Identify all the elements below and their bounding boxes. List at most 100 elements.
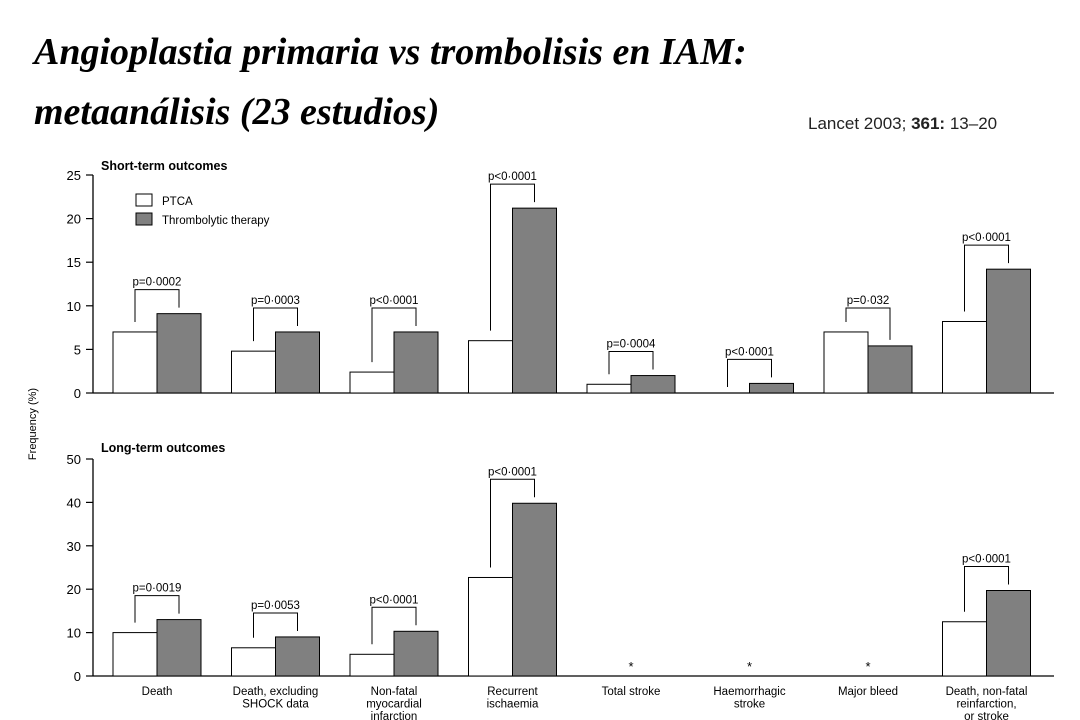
bar-thrombolytic: [275, 331, 320, 394]
p-value-label: p<0·0001: [370, 295, 419, 307]
bar-thrombolytic: [512, 207, 557, 394]
p-value-bracket: [490, 183, 535, 331]
x-tick-label-line: Recurrent: [487, 686, 538, 698]
legend-label-ptca: PTCA: [162, 196, 193, 208]
p-value-bracket: [964, 566, 1009, 612]
y-tick-label: 0: [74, 386, 81, 401]
p-value-bracket: [845, 307, 891, 340]
x-tick-label-line: infarction: [371, 711, 418, 720]
p-value-label: p<0·0001: [370, 594, 419, 606]
y-tick-label: 20: [67, 582, 81, 597]
no-data-marker: *: [628, 659, 633, 674]
legend-label-thrombolytic: Thrombolytic therapy: [162, 215, 270, 227]
p-value-label: p=0·0002: [133, 277, 182, 289]
y-tick-label: 30: [67, 539, 81, 554]
x-tick-label-line: Non-fatal: [371, 686, 418, 698]
p-value-bracket: [134, 595, 180, 623]
p-value-label: p<0·0001: [725, 346, 774, 358]
bar-ptca: [112, 331, 158, 394]
p-value-bracket: [964, 244, 1009, 312]
bar-ptca: [231, 647, 276, 677]
p-value-bracket: [490, 478, 535, 568]
y-tick-label: 50: [67, 452, 81, 467]
bar-thrombolytic: [156, 619, 202, 677]
x-tick-label-line: Death: [142, 686, 173, 698]
no-data-marker: *: [865, 659, 870, 674]
p-value-bracket: [134, 289, 180, 322]
bar-thrombolytic: [393, 630, 439, 677]
y-tick-label: 15: [67, 255, 81, 270]
panel-title-0: Short-term outcomes: [101, 159, 227, 173]
bar-ptca: [349, 371, 395, 394]
p-value-bracket: [608, 351, 654, 375]
p-value-bracket: [253, 307, 298, 342]
bar-thrombolytic: [393, 331, 439, 394]
bar-ptca: [112, 632, 158, 677]
bar-ptca: [942, 621, 987, 677]
citation-journal: Lancet: [808, 114, 860, 133]
y-tick-label: 25: [67, 168, 81, 183]
bar-thrombolytic: [749, 382, 794, 394]
bar-thrombolytic: [867, 345, 913, 394]
legend-swatch-ptca: [135, 193, 153, 207]
x-tick-label-line: or stroke: [964, 711, 1009, 720]
x-tick-label: Total stroke: [602, 686, 661, 698]
p-value-label: p=0·0004: [607, 339, 657, 351]
p-value-label: p<0·0001: [962, 232, 1011, 244]
x-tick-label-line: Death, non-fatal: [946, 686, 1028, 698]
p-value-bracket: [371, 606, 417, 645]
p-value-label: p=0·032: [847, 295, 890, 307]
y-tick-label: 40: [67, 495, 81, 510]
bar-ptca: [942, 320, 987, 394]
slide-title-line-1: Angioplastia primaria vs trombolisis en …: [34, 31, 747, 73]
legend-swatch-thrombolytic: [135, 212, 153, 226]
bar-ptca: [231, 350, 276, 394]
p-value-label: p=0·0053: [251, 600, 300, 612]
x-tick-label: Death: [142, 686, 173, 698]
slide-title: Angioplastia primaria vs trombolisis en …: [34, 22, 1034, 142]
x-tick-label-line: stroke: [734, 699, 765, 711]
bar-thrombolytic: [986, 268, 1031, 394]
x-tick-label: Death, non-fatal reinfarction, or stroke: [946, 686, 1028, 720]
x-tick-label: Recurrent ischaemia: [487, 686, 539, 711]
bar-ptca: [349, 653, 395, 677]
x-tick-label-line: reinfarction,: [956, 699, 1016, 711]
x-tick-label: Haemorrhagic stroke: [713, 686, 785, 711]
x-tick-label-line: SHOCK data: [242, 699, 309, 711]
slide-title-line-2: metaanálisis (23 estudios): [34, 91, 440, 133]
p-value-label: p<0·0001: [962, 554, 1011, 566]
p-value-label: p=0·0003: [251, 295, 300, 307]
citation: Lancet 2003; 361: 13–20: [808, 114, 997, 134]
citation-pages: 13–20: [949, 114, 998, 133]
x-tick-label-line: ischaemia: [487, 699, 539, 711]
p-value-bracket: [253, 612, 298, 638]
x-tick-label-line: Death, excluding: [233, 686, 319, 698]
p-value-bracket: [727, 358, 772, 387]
y-tick-label: 0: [74, 669, 81, 684]
x-tick-label-line: Haemorrhagic: [713, 686, 785, 698]
bar-ptca: [468, 576, 513, 677]
citation-volume: 361:: [911, 114, 946, 133]
bar-ptca: [586, 383, 632, 394]
p-value-label: p<0·0001: [488, 466, 537, 478]
panel-title-1: Long-term outcomes: [101, 441, 225, 455]
x-tick-label: Major bleed: [838, 686, 898, 698]
x-tick-label-line: Total stroke: [602, 686, 661, 698]
y-axis-title: Frequency (%): [27, 388, 39, 460]
y-tick-label: 10: [67, 626, 81, 641]
bar-thrombolytic: [630, 375, 676, 394]
no-data-marker: *: [747, 659, 752, 674]
bar-thrombolytic: [986, 590, 1031, 677]
bar-thrombolytic: [156, 313, 202, 394]
citation-year: 2003;: [863, 114, 907, 133]
y-tick-label: 20: [67, 212, 81, 227]
bar-thrombolytic: [512, 502, 557, 677]
p-value-label: p=0·0019: [133, 583, 182, 595]
y-tick-label: 10: [67, 299, 81, 314]
p-value-label: p<0·0001: [488, 171, 537, 183]
p-value-bracket: [371, 307, 417, 363]
bar-thrombolytic: [275, 636, 320, 677]
y-tick-label: 5: [74, 342, 81, 357]
x-tick-label: Death, excluding SHOCK data: [233, 686, 319, 711]
